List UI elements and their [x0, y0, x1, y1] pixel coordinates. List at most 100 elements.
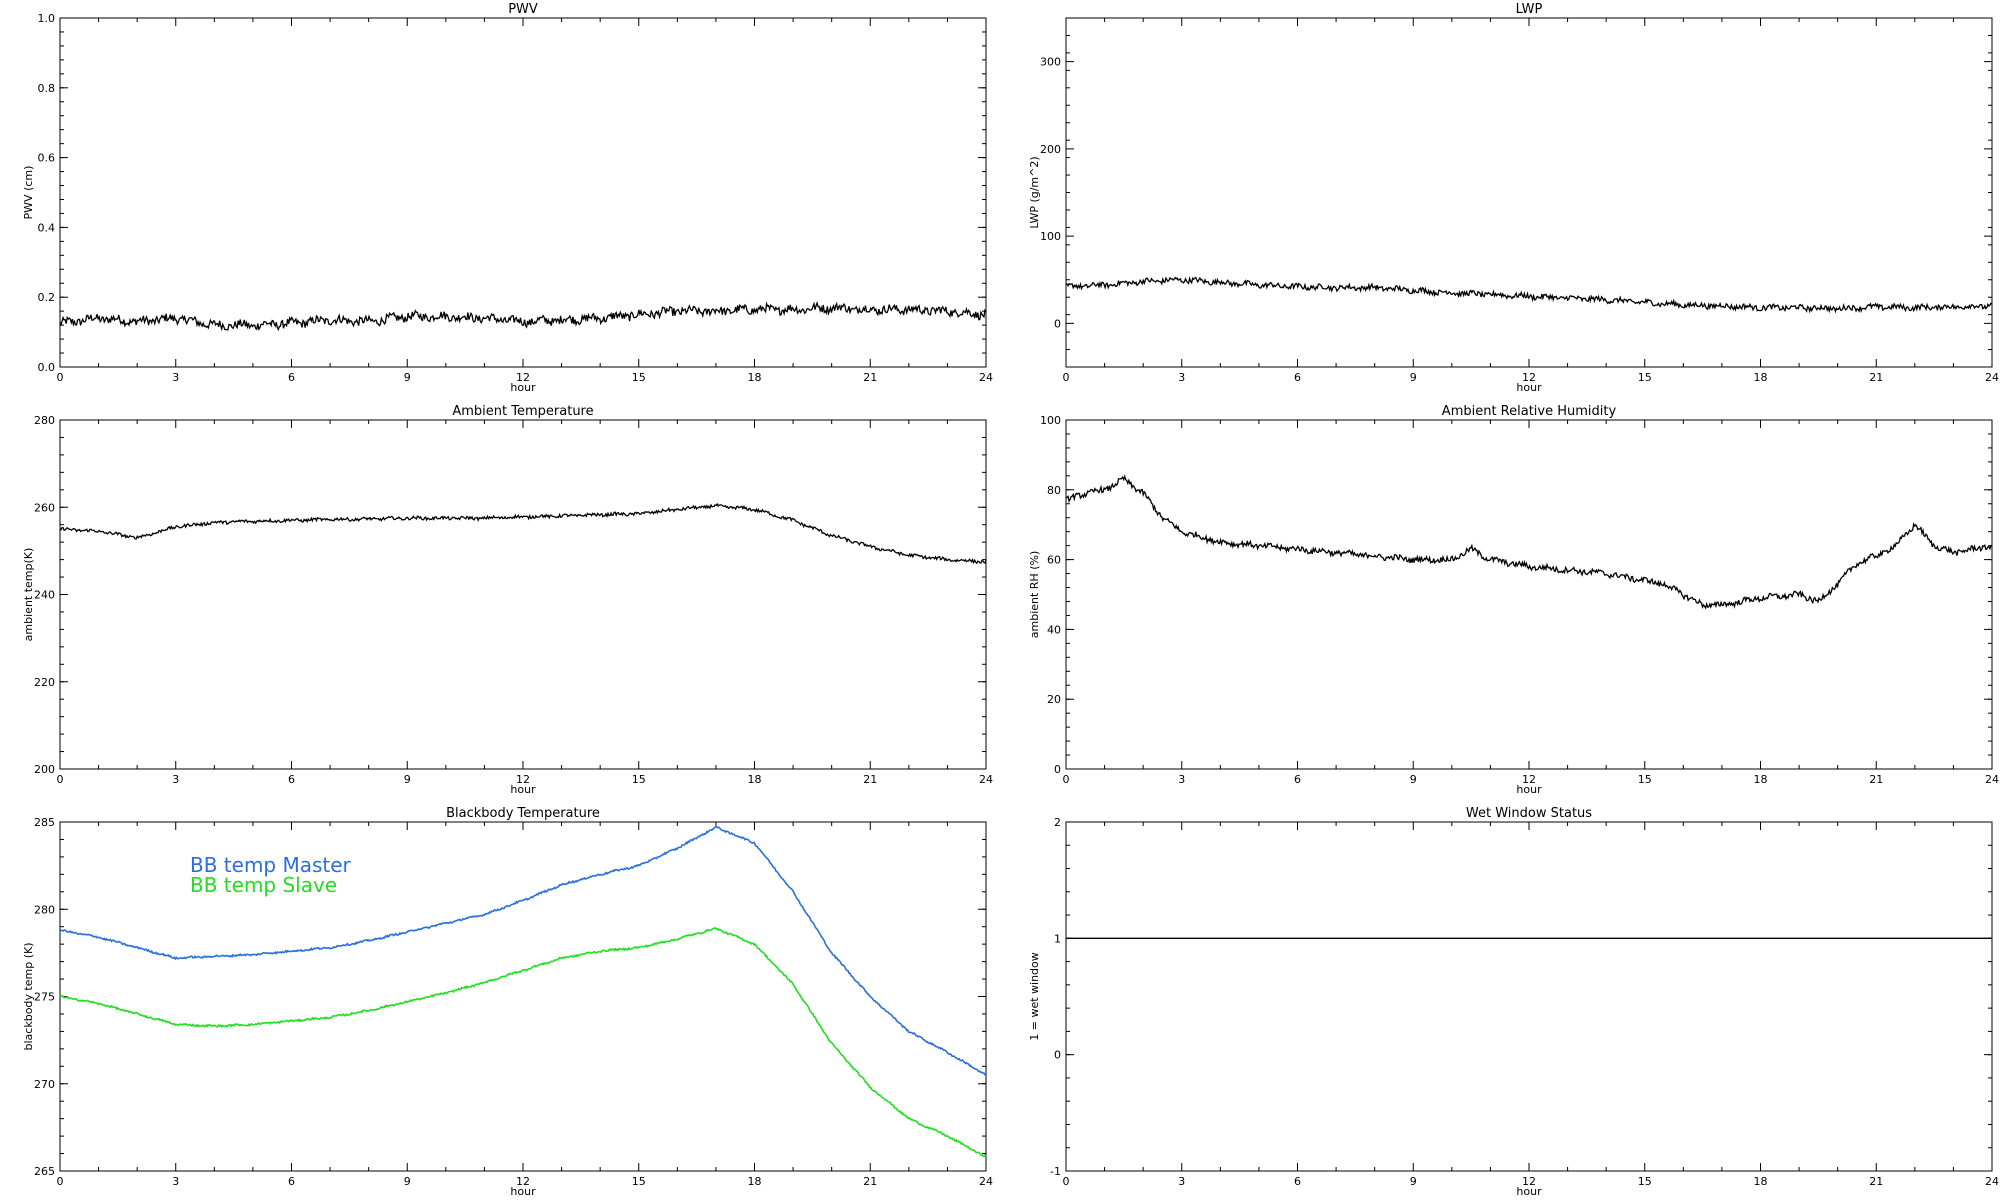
- x-tick-label: 6: [1294, 1175, 1301, 1188]
- x-tick-label: 18: [748, 371, 762, 384]
- plot-frame: [59, 17, 987, 368]
- x-tick-label: 12: [1522, 371, 1536, 384]
- x-tick-label: 12: [516, 773, 530, 786]
- x-tick-label: 15: [632, 1175, 646, 1188]
- y-tick-label: 280: [34, 414, 55, 427]
- x-tick-label: 24: [979, 371, 993, 384]
- y-tick-label: 260: [34, 501, 55, 514]
- x-tick-label: 15: [1638, 773, 1652, 786]
- x-tick-label: 3: [172, 773, 179, 786]
- x-tick-label: 24: [979, 1175, 993, 1188]
- x-tick-label: 15: [632, 371, 646, 384]
- y-tick-label: 265: [34, 1165, 55, 1178]
- y-tick-label: 0.0: [38, 361, 56, 374]
- x-tick-label: 9: [404, 773, 411, 786]
- x-axis-label: hour: [510, 1185, 536, 1198]
- y-axis-label: 1 = wet window: [1028, 952, 1041, 1041]
- series-line-0: [1065, 275, 1993, 314]
- legend-entry: BB temp Master: [190, 853, 352, 877]
- y-tick-label: 300: [1040, 56, 1061, 69]
- chart-title: PWV: [508, 2, 538, 17]
- x-tick-label: 18: [748, 1175, 762, 1188]
- x-axis-label: hour: [510, 381, 536, 394]
- chart-panel-1: LWP 0 3 6 9 12 15 18 21 24 0 100 200 300 hour LWP (g/m^…: [1028, 2, 1999, 394]
- y-tick-label: 0.4: [38, 221, 56, 234]
- x-tick-label: 0: [1063, 1175, 1070, 1188]
- y-tick-label: 0.2: [38, 291, 56, 304]
- y-tick-label: 280: [34, 903, 55, 916]
- y-axis-label: ambient temp(K): [22, 548, 35, 642]
- y-tick-label: 220: [34, 676, 55, 689]
- y-tick-label: 0: [1054, 317, 1061, 330]
- x-tick-label: 0: [57, 1175, 64, 1188]
- y-tick-label: 100: [1040, 414, 1061, 427]
- x-tick-label: 0: [57, 773, 64, 786]
- x-tick-label: 15: [1638, 371, 1652, 384]
- x-tick-label: 6: [288, 1175, 295, 1188]
- x-tick-label: 9: [1410, 773, 1417, 786]
- plot-frame: [1065, 419, 1993, 770]
- chart-panel-2: Ambient Temperature 0 3 6 9 12 15 18 21 24 200 220 2…: [22, 404, 993, 796]
- x-axis-label: hour: [510, 783, 536, 796]
- y-tick-label: 100: [1040, 230, 1061, 243]
- y-tick-label: 1: [1054, 932, 1061, 945]
- x-tick-label: 21: [1869, 1175, 1883, 1188]
- y-tick-label: 20: [1047, 693, 1061, 706]
- x-tick-label: 24: [1985, 1175, 1999, 1188]
- y-tick-label: 270: [34, 1078, 55, 1091]
- x-tick-label: 9: [1410, 1175, 1417, 1188]
- x-tick-label: 18: [1754, 1175, 1768, 1188]
- x-tick-label: 18: [748, 773, 762, 786]
- y-tick-label: 275: [34, 991, 55, 1004]
- x-tick-label: 21: [1869, 773, 1883, 786]
- x-tick-label: 21: [863, 371, 877, 384]
- x-tick-label: 6: [288, 371, 295, 384]
- series-line-0: [1065, 474, 1993, 610]
- x-tick-label: 3: [172, 1175, 179, 1188]
- y-tick-label: 0: [1054, 763, 1061, 776]
- y-tick-label: -1: [1050, 1165, 1061, 1178]
- x-tick-label: 3: [1178, 773, 1185, 786]
- y-tick-label: 0: [1054, 1049, 1061, 1062]
- x-tick-label: 12: [516, 1175, 530, 1188]
- plot-frame: [1065, 17, 1993, 368]
- x-tick-label: 21: [1869, 371, 1883, 384]
- x-tick-label: 21: [863, 773, 877, 786]
- x-tick-label: 18: [1754, 371, 1768, 384]
- x-axis-label: hour: [1516, 1185, 1542, 1198]
- x-tick-label: 15: [632, 773, 646, 786]
- y-tick-label: 60: [1047, 554, 1061, 567]
- y-tick-label: 40: [1047, 623, 1061, 636]
- chart-title: Ambient Temperature: [452, 404, 593, 419]
- y-tick-label: 1.0: [38, 12, 56, 25]
- y-axis-label: LWP (g/m^2): [1028, 156, 1041, 228]
- y-tick-label: 285: [34, 816, 55, 829]
- y-axis-label: blackbody temp (K): [22, 943, 35, 1051]
- y-tick-label: 2: [1054, 816, 1061, 829]
- series-line-1: [59, 926, 987, 1158]
- chart-panel-4: Blackbody Temperature 0 3 6 9 12 15 18 21 24 265 27…: [22, 806, 993, 1198]
- x-tick-label: 12: [1522, 773, 1536, 786]
- y-tick-label: 200: [1040, 143, 1061, 156]
- chart-panel-0: PWV 0 3 6 9 12 15 18 21 24 0.0 0.2 0.4 0.6 0.8 1.0 hour P…: [22, 2, 993, 394]
- plot-frame: [59, 419, 987, 770]
- x-tick-label: 12: [1522, 1175, 1536, 1188]
- y-tick-label: 200: [34, 763, 55, 776]
- legend-entry: BB temp Slave: [190, 873, 337, 897]
- x-tick-label: 9: [1410, 371, 1417, 384]
- y-axis-label: ambient RH (%): [1028, 551, 1041, 639]
- y-tick-label: 0.8: [38, 82, 56, 95]
- x-axis-label: hour: [1516, 381, 1542, 394]
- chart-title: Ambient Relative Humidity: [1442, 404, 1617, 419]
- y-axis-label: PWV (cm): [22, 166, 35, 220]
- y-tick-label: 80: [1047, 484, 1061, 497]
- chart-title: Wet Window Status: [1466, 806, 1592, 821]
- x-tick-label: 24: [1985, 773, 1999, 786]
- x-tick-label: 12: [516, 371, 530, 384]
- plot-frame: [1065, 821, 1993, 1172]
- x-tick-label: 6: [1294, 371, 1301, 384]
- x-tick-label: 6: [1294, 773, 1301, 786]
- x-tick-label: 18: [1754, 773, 1768, 786]
